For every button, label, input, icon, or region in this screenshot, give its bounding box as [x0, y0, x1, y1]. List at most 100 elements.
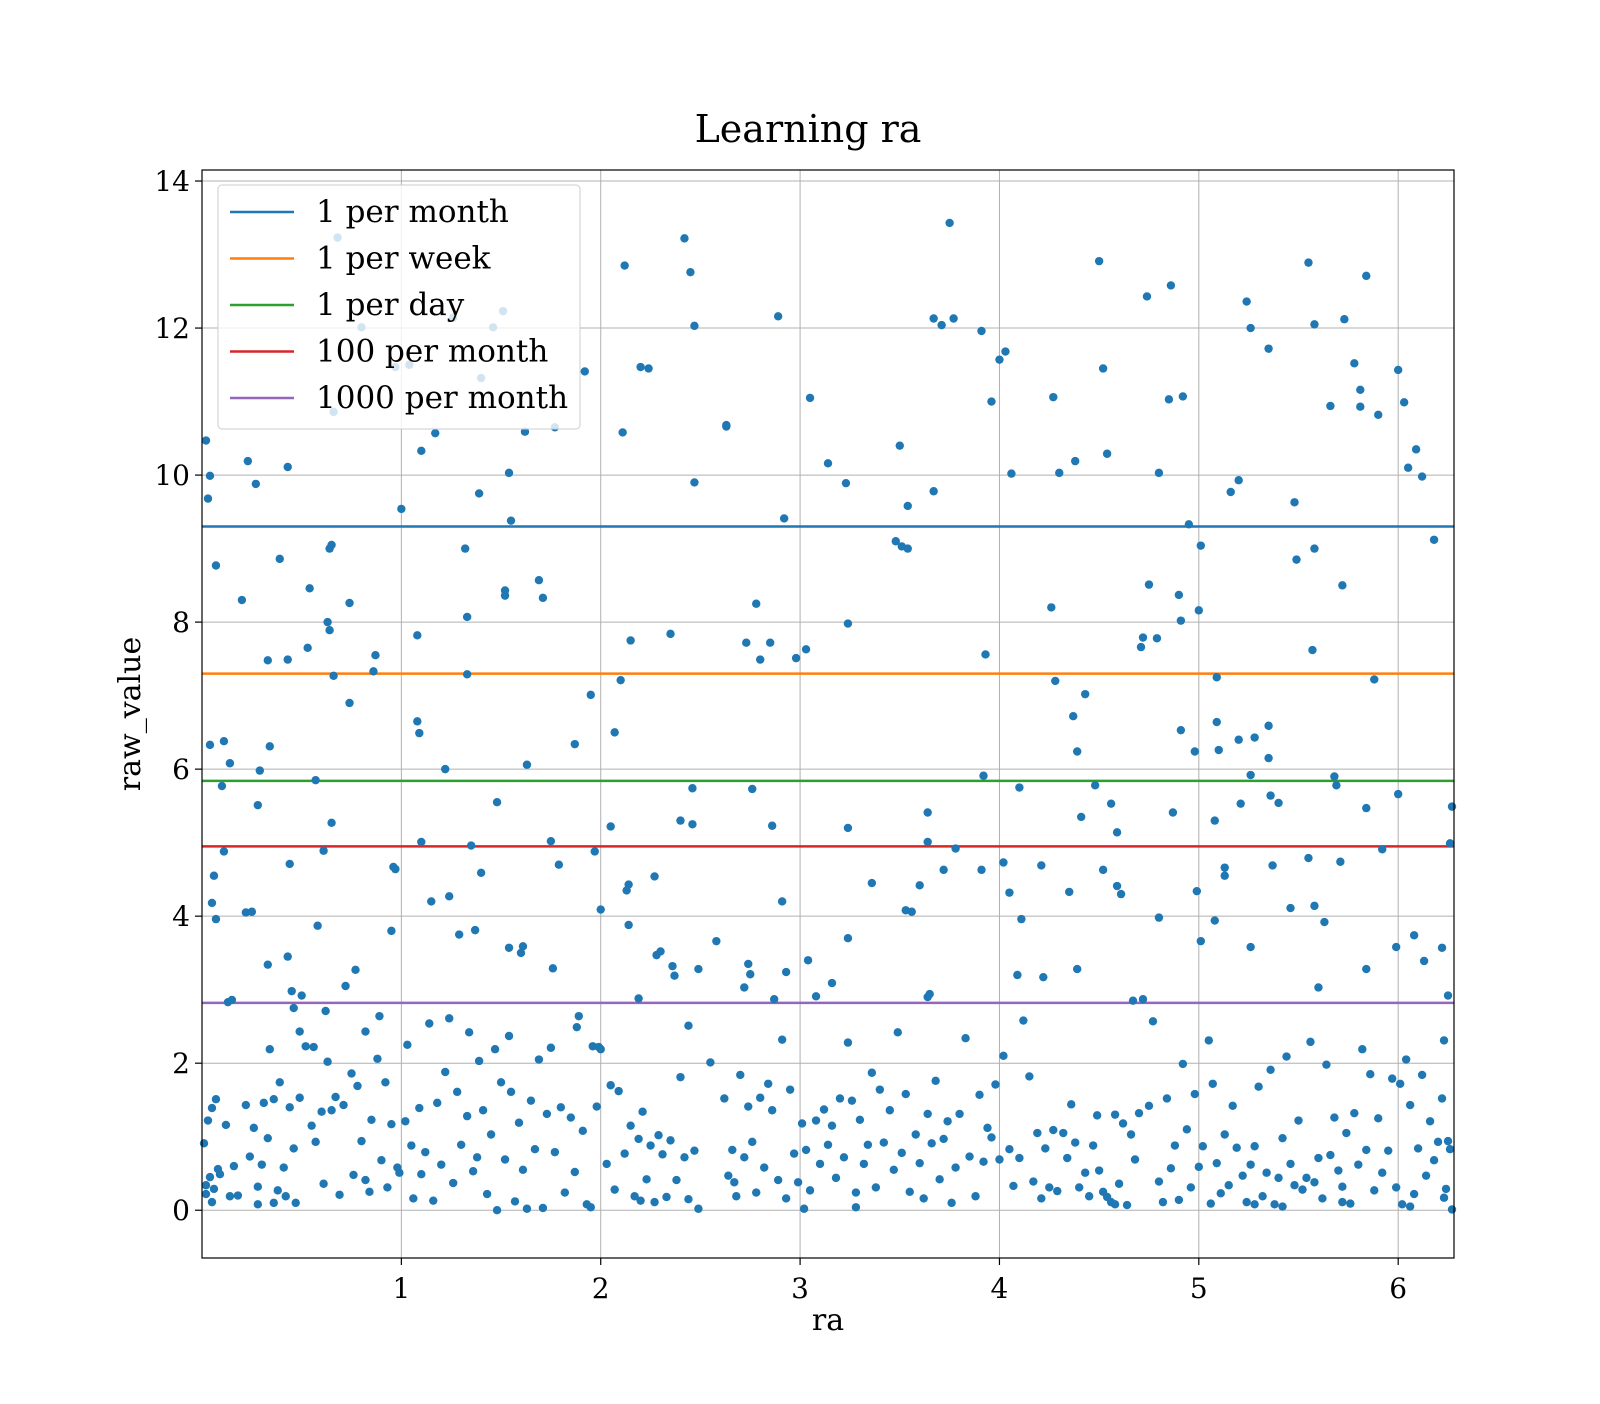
data-point — [466, 841, 476, 850]
data-point — [1433, 1137, 1443, 1147]
data-point — [506, 516, 516, 525]
data-point — [1039, 972, 1048, 982]
data-point — [620, 261, 629, 270]
legend-label: 1 per week — [316, 241, 491, 277]
data-point — [1029, 1177, 1038, 1186]
data-point — [1290, 498, 1299, 507]
data-point — [323, 617, 332, 627]
data-point — [313, 921, 322, 930]
data-point — [415, 728, 424, 738]
data-point — [979, 771, 988, 780]
data-point — [265, 1045, 274, 1054]
data-point — [203, 1116, 213, 1125]
data-point — [448, 1178, 458, 1188]
data-point — [361, 1027, 370, 1036]
data-point — [496, 1078, 506, 1087]
data-point — [570, 739, 580, 749]
data-point — [981, 650, 990, 659]
data-point — [205, 1172, 215, 1182]
data-point — [1106, 799, 1116, 808]
data-point — [1182, 1125, 1192, 1134]
data-point — [895, 441, 904, 450]
y-tick-label: 0 — [172, 1194, 190, 1227]
x-axis-label: ra — [812, 1303, 844, 1338]
data-point — [321, 1006, 330, 1016]
x-tick-label: 6 — [1389, 1272, 1407, 1305]
data-point — [538, 1203, 548, 1213]
data-point — [1387, 1074, 1397, 1083]
data-point — [1443, 991, 1453, 1000]
data-point — [578, 1126, 587, 1136]
data-point — [1445, 1145, 1455, 1154]
data-point — [1338, 581, 1347, 590]
data-point — [1310, 1178, 1319, 1187]
data-point — [323, 1057, 332, 1066]
data-point — [658, 1150, 667, 1159]
legend-box — [217, 184, 581, 430]
data-point — [1437, 1094, 1447, 1103]
data-point — [1055, 468, 1064, 478]
data-point — [680, 1153, 689, 1162]
data-point — [367, 1115, 376, 1124]
data-point — [233, 1191, 243, 1200]
y-tick-label: 14 — [154, 165, 190, 198]
data-point — [1409, 931, 1419, 940]
data-point — [791, 653, 801, 663]
data-point — [1391, 1183, 1401, 1192]
data-point — [245, 1152, 255, 1161]
data-point — [891, 537, 900, 546]
data-point — [1098, 865, 1108, 875]
data-point — [1338, 1197, 1347, 1207]
data-point — [680, 234, 689, 243]
data-point — [1401, 1055, 1411, 1064]
data-point — [1210, 816, 1219, 825]
data-point — [207, 1197, 217, 1207]
data-point — [1439, 1036, 1449, 1045]
data-point — [514, 1118, 524, 1127]
data-point — [472, 1153, 482, 1162]
data-point — [1320, 917, 1329, 927]
data-point — [1138, 995, 1148, 1004]
data-point — [676, 816, 685, 825]
data-point — [1074, 1183, 1084, 1192]
data-point — [638, 1107, 647, 1116]
data-point — [626, 1121, 635, 1130]
data-point — [1094, 1166, 1104, 1175]
data-point — [835, 1094, 845, 1103]
data-point — [1037, 1194, 1046, 1203]
data-point — [1110, 1200, 1120, 1209]
data-point — [331, 1092, 340, 1102]
data-point — [871, 1183, 881, 1192]
data-point — [361, 1175, 370, 1185]
data-point — [931, 1076, 940, 1086]
data-point — [1286, 1159, 1295, 1169]
data-point — [291, 1198, 300, 1208]
data-point — [736, 1070, 745, 1080]
data-point — [765, 638, 775, 647]
data-point — [672, 1175, 681, 1185]
data-point — [1047, 603, 1056, 612]
data-point — [819, 1105, 829, 1114]
data-point — [1350, 1108, 1359, 1118]
data-point — [1314, 1153, 1323, 1163]
data-point — [586, 1203, 595, 1212]
data-point — [1310, 320, 1319, 329]
data-point — [269, 1198, 278, 1208]
chart-title: Learning ra — [695, 107, 922, 151]
data-point — [927, 1139, 936, 1148]
data-point — [1358, 1045, 1367, 1054]
data-point — [650, 872, 659, 881]
data-point — [690, 1146, 699, 1155]
data-point — [1266, 1065, 1275, 1075]
data-point — [207, 898, 217, 908]
data-point — [630, 1192, 639, 1201]
data-point — [636, 1196, 645, 1205]
data-point — [1049, 392, 1058, 402]
data-point — [947, 1198, 956, 1208]
y-axis-label: raw_value — [113, 637, 148, 791]
data-point — [939, 865, 948, 875]
data-point — [769, 995, 779, 1004]
data-point — [530, 1145, 540, 1154]
data-point — [1088, 1141, 1098, 1150]
data-point — [1208, 1079, 1217, 1088]
